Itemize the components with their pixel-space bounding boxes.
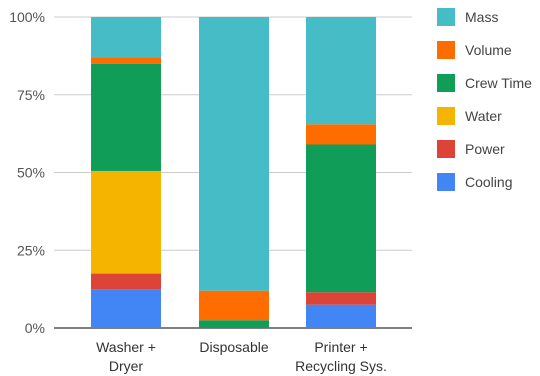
- legend-label: Mass: [465, 9, 498, 25]
- x-tick-label: Printer +: [314, 339, 367, 355]
- bar-segment-volume: [91, 57, 161, 64]
- bar-segment-cooling: [91, 289, 161, 328]
- x-tick-label: Recycling Sys.: [295, 358, 387, 374]
- legend-swatch: [437, 173, 455, 191]
- bar-segment-mass: [91, 17, 161, 58]
- legend-label: Water: [465, 108, 502, 124]
- legend-label: Volume: [465, 42, 512, 58]
- legend-item-crew-time[interactable]: Crew Time: [437, 74, 532, 92]
- x-tick-label: Washer +: [96, 339, 156, 355]
- bar-segment-cooling: [306, 304, 376, 328]
- y-axis: 0% 25% 50% 75% 100%: [9, 9, 45, 336]
- bar-segment-crew-time: [91, 63, 161, 171]
- legend-swatch: [437, 140, 455, 158]
- bar-segment-power: [91, 273, 161, 290]
- bar-segment-water: [91, 170, 161, 274]
- bar-segment-volume: [199, 290, 269, 321]
- legend-item-cooling[interactable]: Cooling: [437, 173, 512, 191]
- legend-label: Power: [465, 141, 505, 157]
- y-tick-label: 25%: [17, 242, 45, 258]
- legend-item-water[interactable]: Water: [437, 107, 502, 125]
- bar-segment-power: [306, 292, 376, 305]
- bar-segment-crew-time: [306, 144, 376, 293]
- legend-swatch: [437, 41, 455, 59]
- x-axis: Washer + Dryer Disposable Printer + Recyclin…: [96, 339, 387, 374]
- y-tick-label: 50%: [17, 165, 45, 181]
- legend-label: Crew Time: [465, 75, 532, 91]
- y-tick-label: 100%: [9, 9, 45, 25]
- x-tick-label: Disposable: [199, 339, 268, 355]
- legend: Mass Volume Crew Time Water Power Cooling: [437, 8, 532, 191]
- legend-swatch: [437, 107, 455, 125]
- legend-swatch: [437, 74, 455, 92]
- y-tick-label: 0%: [25, 320, 45, 336]
- legend-label: Cooling: [465, 174, 512, 190]
- bar-segment-crew-time: [199, 320, 269, 328]
- bars: [91, 17, 376, 328]
- y-tick-label: 75%: [17, 87, 45, 103]
- bar-segment-mass: [306, 17, 376, 125]
- legend-item-power[interactable]: Power: [437, 140, 505, 158]
- x-tick-label: Dryer: [109, 358, 144, 374]
- legend-swatch: [437, 8, 455, 26]
- bar-segment-mass: [199, 17, 269, 291]
- legend-item-mass[interactable]: Mass: [437, 8, 498, 26]
- legend-item-volume[interactable]: Volume: [437, 41, 512, 59]
- bar-segment-volume: [306, 124, 376, 145]
